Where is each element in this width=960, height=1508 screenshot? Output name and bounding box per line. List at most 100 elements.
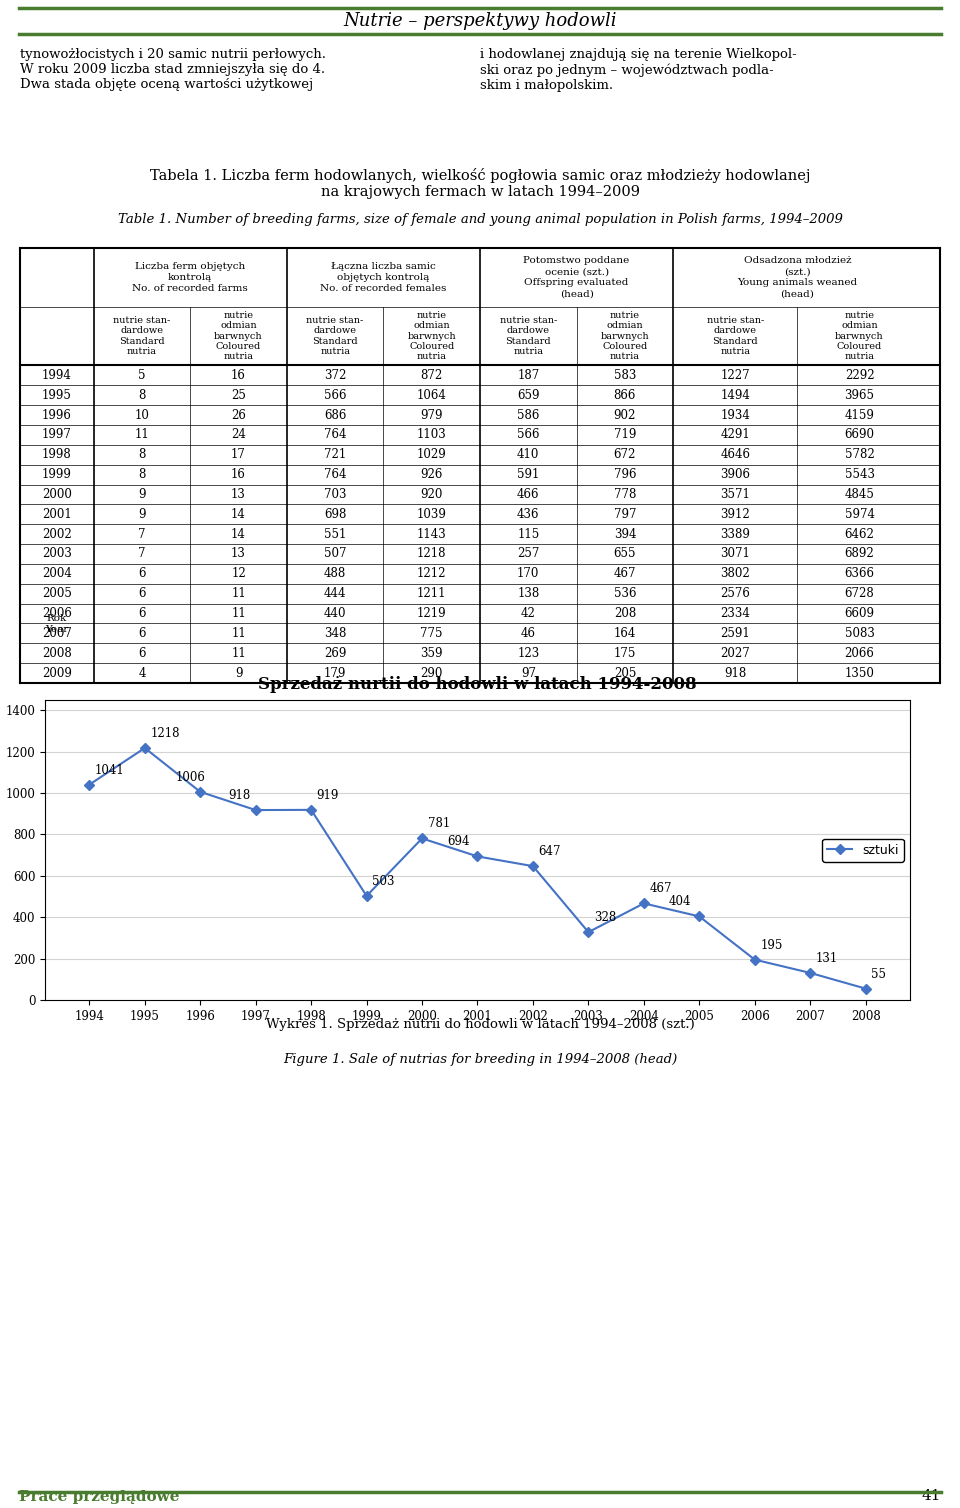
Text: 920: 920 <box>420 489 443 501</box>
Text: 131: 131 <box>816 952 838 965</box>
Text: 208: 208 <box>613 608 636 620</box>
Text: Wykres 1. Sprzedaż nutrii do hodowli w latach 1994–2008 (szt.): Wykres 1. Sprzedaż nutrii do hodowli w l… <box>266 1018 694 1031</box>
Text: 440: 440 <box>324 608 347 620</box>
Text: 290: 290 <box>420 667 443 680</box>
sztuki <box>860 980 872 998</box>
Text: 4646: 4646 <box>720 448 751 461</box>
Text: Liczba ferm objętych
kontrolą
No. of recorded farms: Liczba ferm objętych kontrolą No. of rec… <box>132 262 248 293</box>
Text: 2006: 2006 <box>42 608 72 620</box>
Text: 257: 257 <box>517 547 540 561</box>
Text: 2003: 2003 <box>42 547 72 561</box>
Text: 6: 6 <box>138 627 146 639</box>
Text: 566: 566 <box>517 428 540 442</box>
Text: 9: 9 <box>138 508 146 520</box>
Text: 2027: 2027 <box>720 647 750 659</box>
sztuki <box>749 950 760 968</box>
Text: 536: 536 <box>613 587 636 600</box>
Text: 164: 164 <box>613 627 636 639</box>
Text: 507: 507 <box>324 547 347 561</box>
Text: 566: 566 <box>324 389 347 401</box>
Text: 436: 436 <box>517 508 540 520</box>
Text: 1064: 1064 <box>417 389 446 401</box>
Text: 872: 872 <box>420 369 443 382</box>
Text: 24: 24 <box>231 428 246 442</box>
Text: 1997: 1997 <box>42 428 72 442</box>
sztuki <box>250 801 261 819</box>
sztuki <box>693 908 705 926</box>
Text: 195: 195 <box>760 938 782 952</box>
sztuki <box>638 894 650 912</box>
sztuki <box>195 783 206 801</box>
Text: 1006: 1006 <box>176 771 205 784</box>
Text: 1212: 1212 <box>417 567 446 581</box>
Text: 694: 694 <box>447 835 469 849</box>
Text: nutrie stan-
dardowe
Standard
nutria: nutrie stan- dardowe Standard nutria <box>113 317 171 356</box>
Text: 394: 394 <box>613 528 636 541</box>
Text: 2007: 2007 <box>42 627 72 639</box>
sztuki <box>804 964 816 982</box>
Text: 11: 11 <box>231 587 246 600</box>
Text: 488: 488 <box>324 567 347 581</box>
Text: nutrie stan-
dardowe
Standard
nutria: nutrie stan- dardowe Standard nutria <box>306 317 364 356</box>
Text: 698: 698 <box>324 508 347 520</box>
Text: 8: 8 <box>138 467 146 481</box>
Text: 778: 778 <box>613 489 636 501</box>
Text: i hodowlanej znajdują się na terenie Wielkopol-
ski oraz po jednym – województwa: i hodowlanej znajdują się na terenie Wie… <box>480 48 797 92</box>
Text: nutrie
odmian
barwnych
Coloured
nutria: nutrie odmian barwnych Coloured nutria <box>601 311 649 362</box>
Text: 6728: 6728 <box>845 587 875 600</box>
Text: 6690: 6690 <box>845 428 875 442</box>
Text: 9: 9 <box>138 489 146 501</box>
Text: 8: 8 <box>138 389 146 401</box>
Text: Nutrie – perspektywy hodowli: Nutrie – perspektywy hodowli <box>344 12 616 30</box>
Text: 703: 703 <box>324 489 347 501</box>
Text: 2009: 2009 <box>42 667 72 680</box>
Text: 115: 115 <box>517 528 540 541</box>
Text: 269: 269 <box>324 647 347 659</box>
Text: 551: 551 <box>324 528 347 541</box>
Text: 3906: 3906 <box>720 467 751 481</box>
Text: 11: 11 <box>231 627 246 639</box>
Text: 902: 902 <box>613 409 636 422</box>
Text: 13: 13 <box>231 547 246 561</box>
Text: 3571: 3571 <box>720 489 750 501</box>
Text: nutrie stan-
dardowe
Standard
nutria: nutrie stan- dardowe Standard nutria <box>707 317 764 356</box>
Text: 16: 16 <box>231 369 246 382</box>
Text: 1995: 1995 <box>42 389 72 401</box>
Text: 328: 328 <box>594 911 616 924</box>
Text: 919: 919 <box>317 789 339 802</box>
Text: 672: 672 <box>613 448 636 461</box>
Text: 467: 467 <box>649 882 672 896</box>
Text: 3802: 3802 <box>720 567 750 581</box>
Text: 721: 721 <box>324 448 347 461</box>
Text: 14: 14 <box>231 528 246 541</box>
Text: 4845: 4845 <box>845 489 875 501</box>
Text: 2292: 2292 <box>845 369 875 382</box>
Text: 1218: 1218 <box>151 727 180 740</box>
Text: 6366: 6366 <box>845 567 875 581</box>
Text: 1219: 1219 <box>417 608 446 620</box>
Text: 1211: 1211 <box>417 587 446 600</box>
Text: 205: 205 <box>613 667 636 680</box>
Text: 1996: 1996 <box>42 409 72 422</box>
Text: 5974: 5974 <box>845 508 875 520</box>
Text: 1218: 1218 <box>417 547 446 561</box>
sztuki <box>583 923 594 941</box>
Text: Łączna liczba samic
objętych kontrolą
No. of recorded females: Łączna liczba samic objętych kontrolą No… <box>321 262 446 293</box>
Text: 2591: 2591 <box>720 627 750 639</box>
Text: 16: 16 <box>231 467 246 481</box>
Text: 1041: 1041 <box>95 763 125 777</box>
Text: 3071: 3071 <box>720 547 750 561</box>
Text: 2576: 2576 <box>720 587 750 600</box>
Text: 7: 7 <box>138 547 146 561</box>
sztuki <box>305 801 317 819</box>
Text: 444: 444 <box>324 587 347 600</box>
Text: 686: 686 <box>324 409 347 422</box>
Text: 170: 170 <box>517 567 540 581</box>
Text: 775: 775 <box>420 627 443 639</box>
Text: 1994: 1994 <box>42 369 72 382</box>
Text: 1998: 1998 <box>42 448 72 461</box>
Text: 13: 13 <box>231 489 246 501</box>
Text: 11: 11 <box>231 608 246 620</box>
Text: nutrie stan-
dardowe
Standard
nutria: nutrie stan- dardowe Standard nutria <box>499 317 557 356</box>
Text: 1494: 1494 <box>720 389 750 401</box>
